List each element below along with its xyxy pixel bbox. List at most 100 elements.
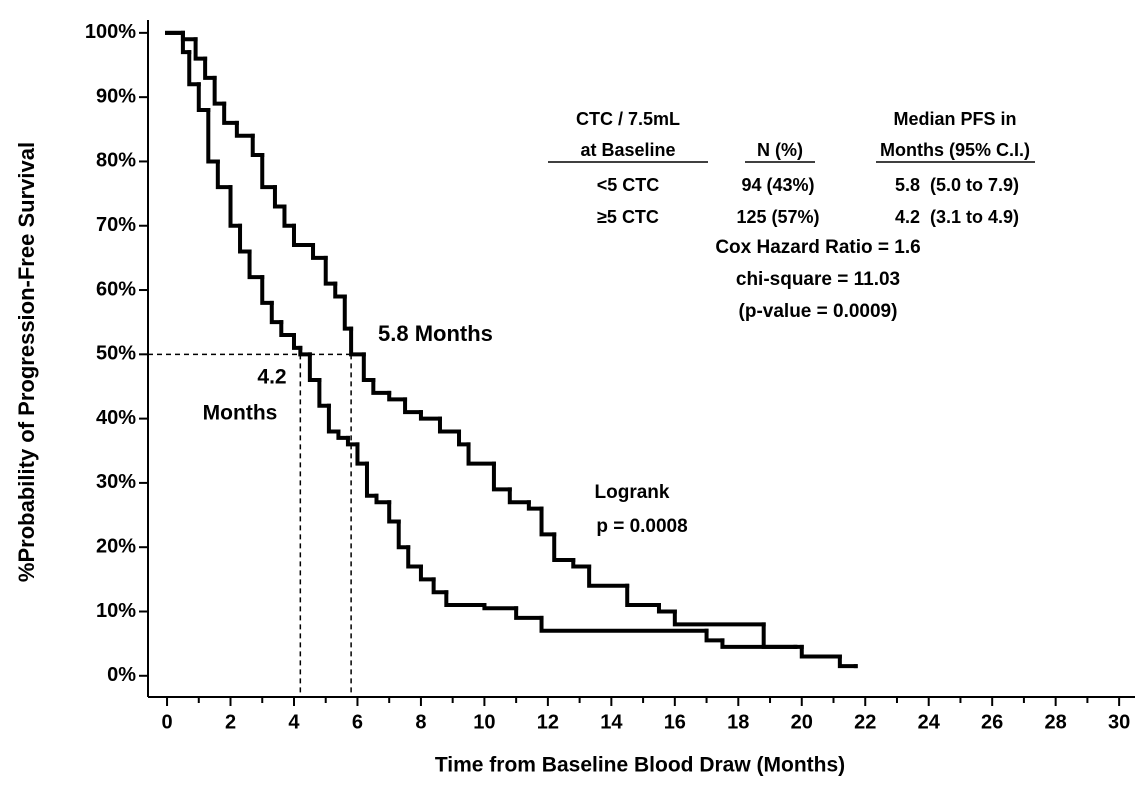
survival-step [364, 461, 379, 498]
table-group: ≥5 CTC [597, 207, 659, 227]
x-tick-label: 0 [161, 711, 172, 733]
survival-step [539, 506, 557, 537]
x-tick-label: 24 [918, 711, 941, 733]
table-group: <5 CTC [597, 175, 660, 195]
survival-step [672, 609, 766, 627]
survival-step [482, 603, 519, 611]
survival-step [282, 204, 296, 228]
annotation: Logrank [595, 482, 670, 503]
annotation: 5.8 Months [378, 321, 493, 346]
x-tick-label: 14 [600, 711, 623, 733]
survival-step [333, 281, 347, 299]
survival-step [396, 519, 411, 550]
table-header: Months (95% C.I.) [880, 140, 1030, 160]
survival-step [720, 638, 804, 649]
survival-step [539, 615, 709, 633]
y-tick-label: 40% [96, 407, 136, 429]
survival-step [406, 545, 423, 569]
survival-step [355, 442, 369, 466]
survival-step [323, 255, 338, 286]
table-header: at Baseline [580, 140, 675, 160]
survival-step [403, 397, 423, 415]
survival-step [193, 37, 208, 61]
x-tick-label: 30 [1108, 711, 1130, 733]
survival-step [307, 352, 322, 383]
survival-step [466, 442, 496, 466]
survival-step [326, 403, 341, 434]
survival-step [291, 333, 303, 350]
survival-step [260, 275, 274, 305]
survival-step [514, 606, 544, 620]
survival-step [336, 429, 350, 440]
y-tick-label: 30% [96, 471, 136, 493]
survival-step [203, 56, 217, 80]
survival-step [457, 429, 471, 447]
survival-step [526, 500, 544, 511]
survival-step [837, 654, 858, 669]
survival-step [222, 101, 239, 125]
survival-step [298, 345, 312, 357]
survival-step [444, 590, 487, 608]
survival-step [387, 500, 401, 524]
survival-step [799, 644, 842, 659]
y-tick-label: 90% [96, 85, 136, 107]
table-median: 4.2 (3.1 to 4.9) [895, 207, 1019, 227]
table-header: CTC / 7.5mL [576, 109, 680, 129]
x-axis-title: Time from Baseline Blood Draw (Months) [435, 754, 845, 777]
y-axis-title: %Probability of Progression-Free Surviva… [14, 142, 39, 582]
survival-step [387, 390, 408, 402]
y-tick-label: 50% [96, 343, 136, 365]
survival-step [704, 628, 725, 643]
survival-step [418, 410, 442, 421]
y-tick-label: 20% [96, 535, 136, 557]
survival-step [311, 243, 328, 260]
x-tick-label: 2 [225, 711, 236, 733]
survival-step [349, 326, 366, 357]
survival-step [272, 185, 287, 209]
survival-step [180, 30, 192, 55]
y-tick-label: 100% [85, 21, 136, 43]
x-tick-label: 20 [791, 711, 813, 733]
survival-step [552, 532, 576, 563]
x-tick-label: 26 [981, 711, 1003, 733]
survival-step [571, 558, 592, 569]
survival-step [491, 461, 512, 492]
survival-step [212, 75, 227, 106]
x-tick-label: 12 [537, 711, 559, 733]
survival-step [215, 159, 233, 190]
x-tick-label: 28 [1045, 711, 1067, 733]
survival-step [431, 577, 449, 595]
stats-text: chi-square = 11.03 [736, 269, 900, 290]
survival-step [187, 50, 201, 87]
survival-step [342, 294, 354, 331]
survival-step [361, 352, 376, 383]
survival-step [437, 416, 462, 434]
survival-step [418, 564, 436, 582]
x-tick-label: 16 [664, 711, 686, 733]
y-tick-label: 80% [96, 150, 136, 172]
survival-step [238, 223, 252, 254]
survival-step [317, 378, 331, 408]
survival-step [279, 320, 296, 338]
survival-step [587, 564, 630, 588]
table-n: 94 (43%) [741, 175, 814, 195]
y-tick-label: 70% [96, 214, 136, 236]
annotation: 4.2 [257, 366, 286, 389]
survival-step [507, 487, 531, 505]
survival-step [250, 133, 265, 158]
stats-text: (p-value = 0.0009) [739, 301, 898, 322]
table-header: N (%) [757, 140, 803, 160]
y-tick-label: 60% [96, 278, 136, 300]
survival-step [269, 300, 284, 325]
stats-text: Cox Hazard Ratio = 1.6 [715, 237, 920, 258]
survival-step [371, 378, 392, 395]
survival-step [234, 120, 255, 138]
x-tick-label: 10 [473, 711, 495, 733]
survival-step [260, 153, 277, 190]
table-header: Median PFS in [893, 109, 1016, 129]
survival-step [291, 223, 316, 248]
survival-step [656, 603, 677, 614]
x-tick-label: 4 [288, 711, 300, 733]
x-tick-label: 6 [352, 711, 363, 733]
